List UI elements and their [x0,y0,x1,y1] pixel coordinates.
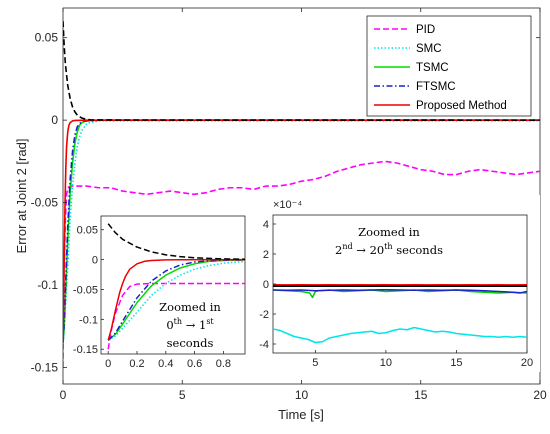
inset-left-ticks-group: 0 0.2 0.4 0.6 0.8 0.05 0 -0.05 -0.1 -0.15 [73,225,231,370]
main-y-tick-label: -0.15 [31,361,59,375]
main-series-pid [63,160,540,368]
inset-right-y-tick-label: 0 [263,279,269,291]
inset-right-y-tick-label: -4 [259,339,269,351]
inset-left-y-tick-label: -0.05 [73,284,98,296]
main-y-tick-label: -0.1 [37,278,58,292]
inset-right-x-tick-label: 5 [312,357,318,369]
inset-right-annotation-line1: Zoomed in [358,225,420,239]
inset-right-x-tick-label: 15 [450,357,462,369]
inset-left-annotation-line2: 0th → 1st [166,317,214,332]
inset-left-series-reference [107,223,245,260]
inset-left-y-tick-label: -0.1 [79,314,98,326]
main-y-tick-label: 0.05 [35,31,59,45]
inset-left-annotation-line1: Zoomed in [159,300,221,314]
inset-right-exponent: ×10⁻⁴ [273,199,302,211]
main-series-reference [63,21,540,121]
inset-right-series-ftsmc [273,288,527,294]
inset-left-y-tick-label: 0 [92,255,98,267]
legend-label: PID [416,24,435,36]
inset-right-annotation-line2: 2nd → 20th seconds [335,242,443,257]
inset-left-series-ftsmc [107,259,245,341]
main-series-proposed-method [63,119,540,343]
inset-right-series-smc [273,326,527,344]
main-x-tick-label: 20 [533,388,547,402]
inset-right-x-tick-label: 10 [380,357,392,369]
inset-left-series-proposed-method [107,258,245,341]
legend-label: TSMC [416,62,449,74]
inset-right-x-tick-label: 20 [521,357,533,369]
inset-right-series-tsmc [273,289,527,299]
inset-left-series-smc [107,260,245,341]
main-series-smc [63,120,540,343]
inset-left-series-tsmc [107,259,245,341]
main-ticks-group: 0 5 10 15 200.050-0.05-0.1-0.15 [31,8,547,402]
inset-right-y-tick-label: -2 [259,309,269,321]
inset-left-x-tick-label: 0 [105,358,111,370]
legend-label: FTSMC [416,81,456,93]
inset-left-x-tick-label: 0.4 [158,358,173,370]
x-axis-label: Time [s] [278,407,324,422]
inset-left-series-group [107,223,245,350]
legend-entries: PID SMC TSMC FTSMC Proposed Method [374,24,507,112]
main-y-tick-label: 0 [51,113,58,127]
inset-right-y-tick-label: 4 [263,219,269,231]
main-x-tick-label: 5 [179,388,186,402]
inset-left: 0 0.2 0.4 0.6 0.8 0.05 0 -0.05 -0.1 -0.15 Zoomed … [71,214,248,372]
inset-left-series-pid [107,282,245,350]
main-x-tick-label: 15 [414,388,428,402]
inset-left-annotation-line3: seconds [167,336,214,350]
inset-left-x-tick-label: 0.2 [129,358,144,370]
y-axis-label: Error at Joint 2 [rad] [14,139,29,254]
inset-left-frame [100,215,246,355]
inset-right-series-group [273,284,527,344]
legend-label: Proposed Method [416,100,507,112]
legend-box [366,15,532,117]
inset-right-frame [272,214,528,354]
inset-right-y-tick-label: 2 [263,249,269,261]
main-x-tick-label: 0 [60,388,67,402]
main-y-tick-label: -0.05 [31,196,59,210]
legend: PID SMC TSMC FTSMC Proposed Method [366,15,532,117]
inset-left-y-tick-label: 0.05 [77,225,98,237]
main-series-group [63,21,540,368]
main-x-tick-label: 10 [295,388,309,402]
inset-left-x-tick-label: 0.8 [216,358,231,370]
inset-left-x-tick-label: 0.6 [187,358,202,370]
inset-left-y-tick-label: -0.15 [73,344,98,356]
legend-label: SMC [416,43,442,55]
